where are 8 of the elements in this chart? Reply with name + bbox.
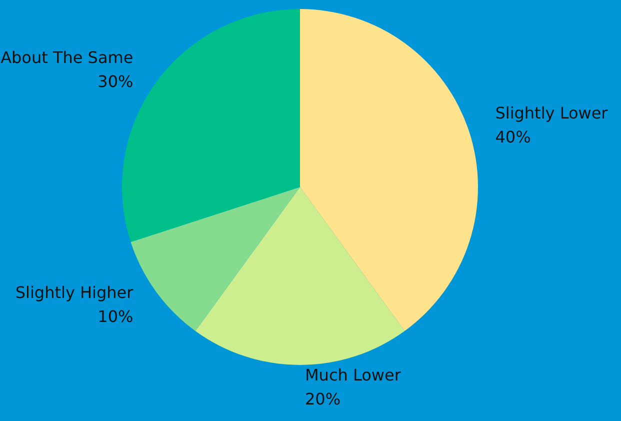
data-label: 10% — [98, 307, 134, 326]
data-label: 40% — [495, 128, 531, 147]
slice-label: Slightly Higher — [15, 283, 134, 302]
slice-label: About The Same — [0, 48, 134, 67]
slice-label: Much Lower — [305, 366, 402, 384]
data-label: 30% — [98, 72, 134, 91]
slice-label: Slightly Lower — [495, 104, 608, 123]
data-label: 20% — [305, 390, 341, 408]
